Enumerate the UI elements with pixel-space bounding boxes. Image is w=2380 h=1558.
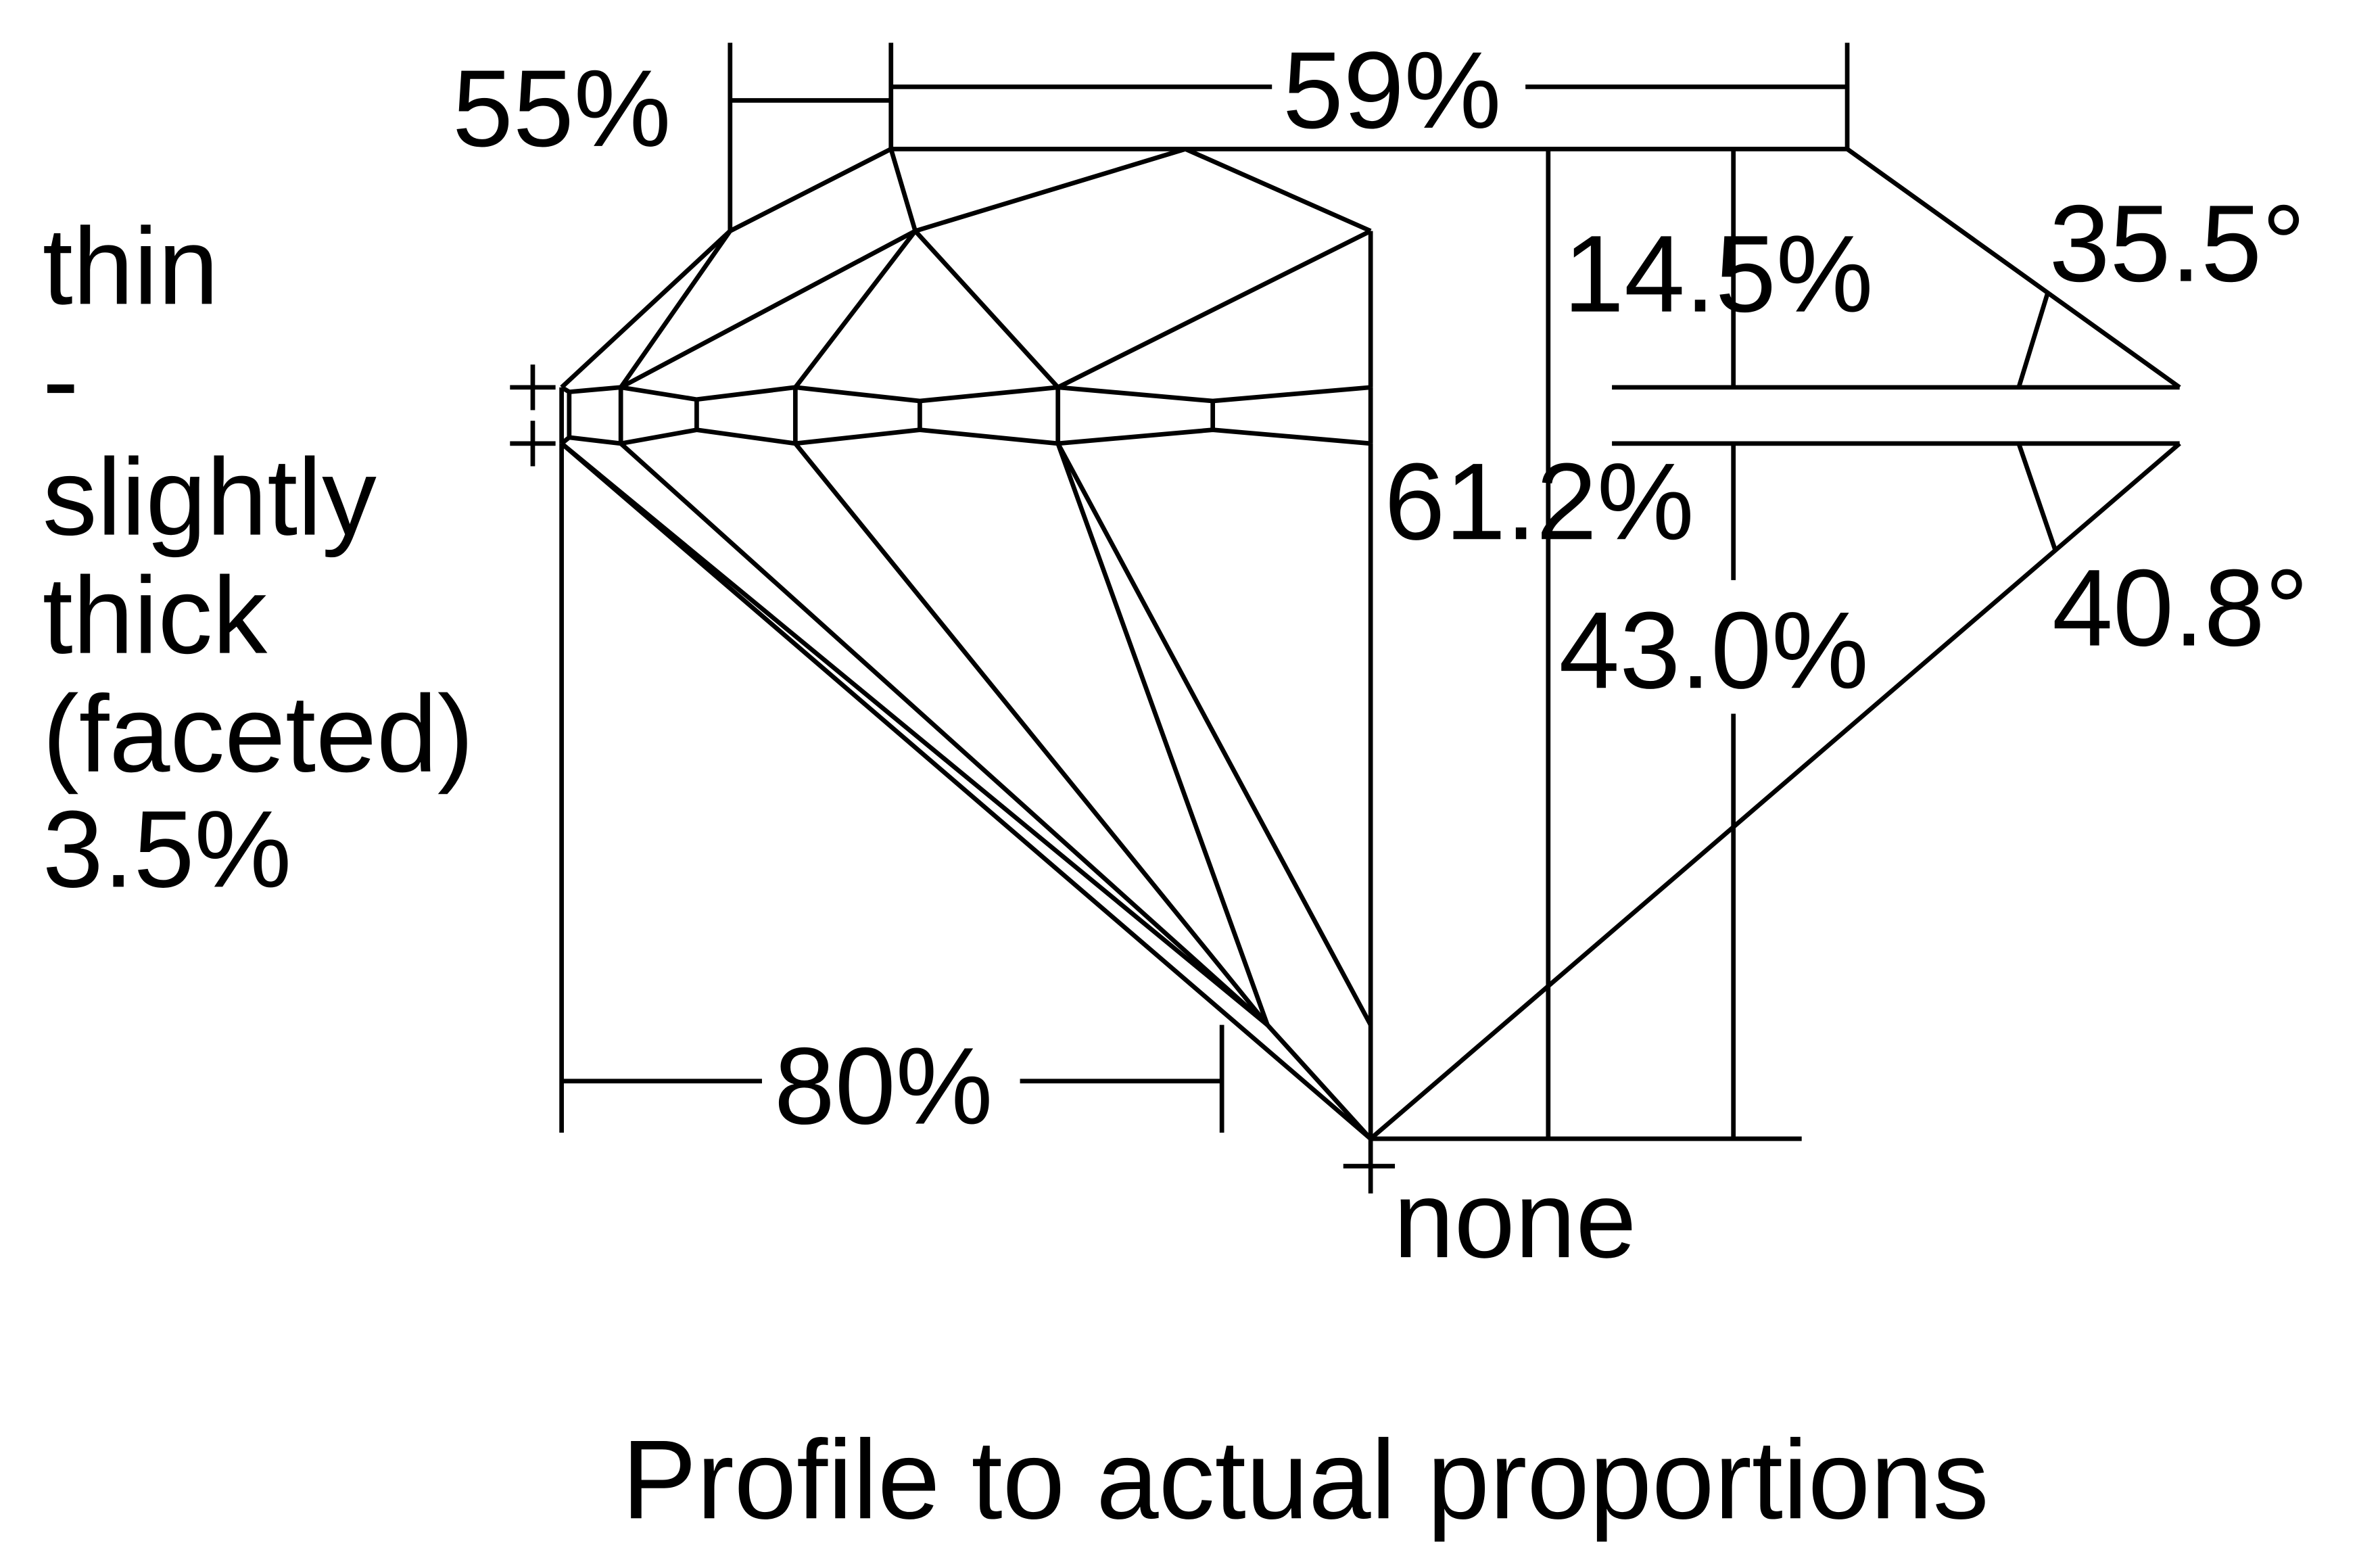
girdle-label: (faceted): [43, 674, 474, 795]
girdle-label: thin: [43, 206, 219, 327]
girdle-label: slightly: [43, 437, 377, 559]
girdle-label: -: [43, 320, 79, 442]
caption: Profile to actual proportions: [622, 1417, 1989, 1542]
label: 14.5%: [1563, 214, 1873, 335]
label: 61.2%: [1384, 441, 1694, 563]
label: 35.5°: [2049, 183, 2306, 305]
label: 43.0%: [1559, 590, 1869, 711]
label: 40.8°: [2052, 547, 2308, 669]
diamond-outline: [510, 43, 2181, 1194]
girdle-label: thick: [43, 555, 268, 677]
label: none: [1394, 1159, 1637, 1281]
label: 55%: [452, 48, 671, 170]
label: 59%: [1283, 30, 1502, 151]
label: 80%: [774, 1026, 993, 1148]
girdle-label: 3.5%: [43, 788, 291, 910]
